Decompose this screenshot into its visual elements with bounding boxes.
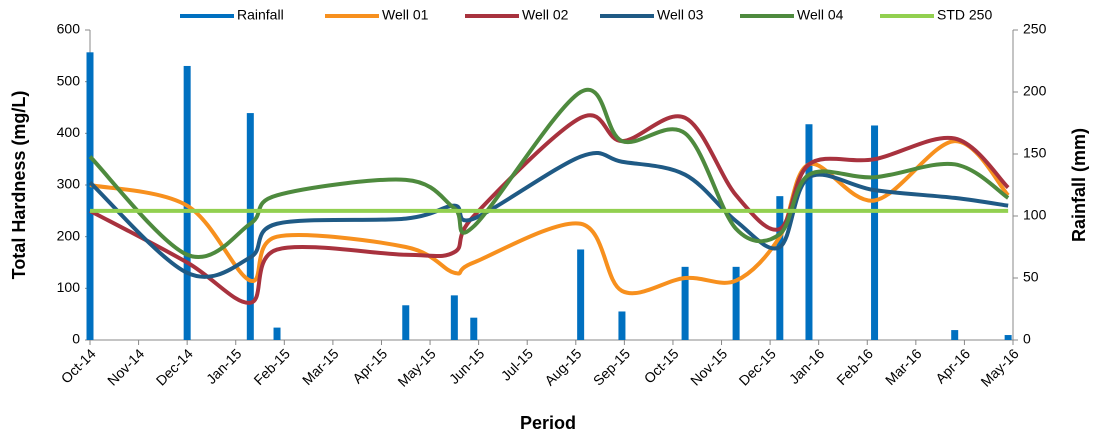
rain-bar — [1004, 335, 1012, 340]
y-tick-label: 100 — [57, 279, 81, 295]
x-tick-label: Apr-16 — [932, 345, 973, 386]
rain-bar — [246, 113, 254, 340]
y-tick-label: 0 — [72, 331, 80, 347]
rain-bar — [871, 125, 879, 340]
x-tick-label: Jul-15 — [498, 345, 536, 383]
x-tick-label: May-16 — [977, 345, 1021, 389]
rain-bar — [183, 65, 191, 341]
x-tick-label: Feb-15 — [250, 345, 293, 388]
x-tick-label: Apr-15 — [349, 345, 390, 386]
x-tick-label: Nov-15 — [687, 345, 730, 388]
legend-label: Well 01 — [382, 7, 429, 23]
x-tick-label: Mar-15 — [299, 345, 342, 388]
x-tick-label: Oct-15 — [641, 345, 682, 386]
x-tick-label: Nov-14 — [104, 345, 147, 388]
x-tick-label: Oct-14 — [58, 345, 99, 386]
x-axis-title: Period — [520, 413, 576, 433]
x-tick-label: Dec-14 — [153, 345, 196, 388]
y2-tick-label: 250 — [1023, 21, 1047, 37]
rain-bar — [776, 196, 784, 340]
legend-label: Well 04 — [797, 7, 844, 23]
rain-bar — [273, 327, 281, 340]
y-axis-title: Total Hardness (mg/L) — [9, 91, 29, 280]
rain-bar — [470, 317, 478, 340]
x-tick-label: Jun-15 — [446, 345, 488, 387]
rain-bar — [681, 266, 689, 340]
well-line — [88, 150, 1009, 279]
rain-bar — [450, 295, 458, 340]
y2-tick-label: 50 — [1023, 269, 1039, 285]
x-tick-label: Jan-16 — [786, 345, 828, 387]
y-tick-label: 200 — [57, 227, 81, 243]
y2-tick-label: 0 — [1023, 331, 1031, 347]
y2-tick-label: 200 — [1023, 83, 1047, 99]
y-tick-label: 400 — [57, 124, 81, 140]
y-tick-label: 300 — [57, 176, 81, 192]
x-tick-label: Aug-15 — [541, 345, 584, 388]
y2-tick-label: 150 — [1023, 145, 1047, 161]
well-line — [89, 139, 1010, 296]
x-tick-label: Dec-15 — [736, 345, 779, 388]
x-tick-label: Sep-15 — [590, 345, 633, 388]
y2-tick-label: 100 — [1023, 207, 1047, 223]
rain-bar — [577, 249, 585, 340]
rain-bar — [732, 266, 740, 340]
y-tick-label: 500 — [57, 72, 81, 88]
x-tick-label: Mar-16 — [882, 345, 925, 388]
legend-label: STD 250 — [937, 7, 992, 23]
y-tick-label: 600 — [57, 21, 81, 37]
rain-bar — [805, 124, 813, 341]
rain-bar — [86, 52, 94, 340]
x-tick-label: May-15 — [394, 345, 438, 389]
x-tick-label: Jan-15 — [203, 345, 245, 387]
legend-label: Well 02 — [522, 7, 569, 23]
legend-label: Well 03 — [657, 7, 704, 23]
legend-label: Rainfall — [237, 7, 284, 23]
rain-bar — [618, 311, 626, 340]
well-line — [89, 113, 1010, 305]
y2-axis-title: Rainfall (mm) — [1069, 128, 1089, 242]
rain-bar — [951, 330, 959, 340]
rain-bar — [402, 305, 410, 340]
x-tick-label: Feb-16 — [833, 345, 876, 388]
